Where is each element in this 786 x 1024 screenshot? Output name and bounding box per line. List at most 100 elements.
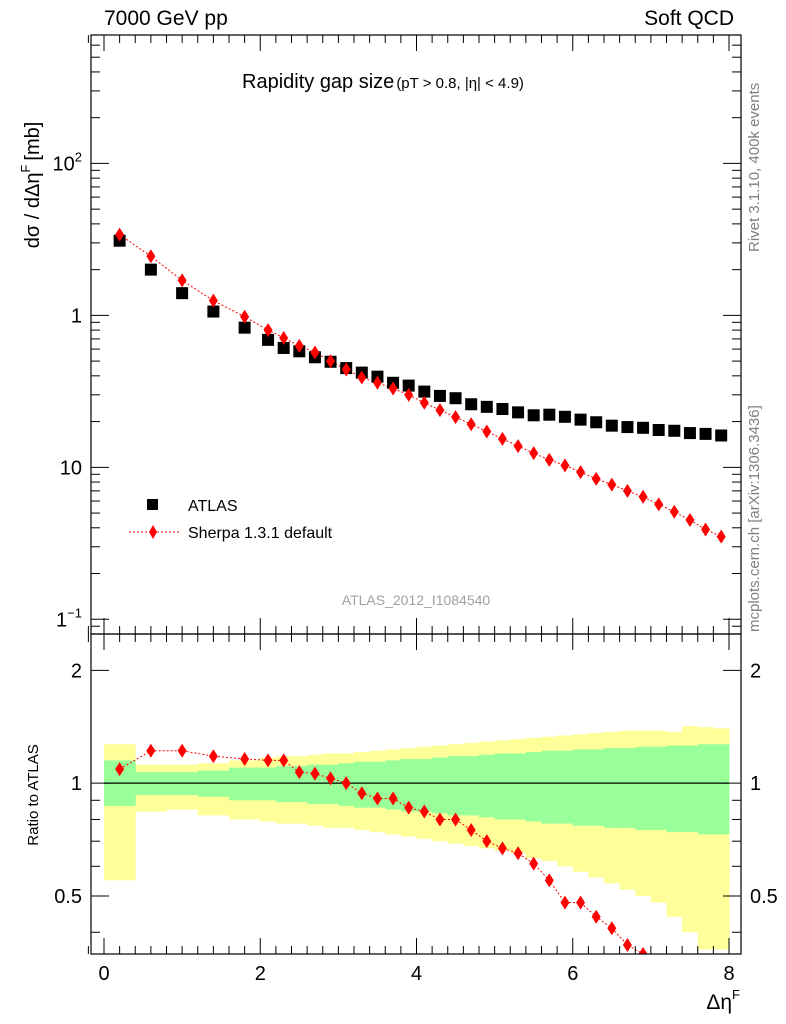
x-label-text: Δη <box>706 991 732 1014</box>
plot-title-main: Rapidity gap size <box>242 71 394 93</box>
ratio-y-tick-label-left: 1 <box>71 773 82 795</box>
uncertainty-band-inner <box>416 758 433 812</box>
atlas-data-point <box>621 421 634 434</box>
y-tick-label-exponent: −1 <box>67 605 82 620</box>
main-plot-frame <box>90 34 742 635</box>
sherpa-data-point <box>177 273 187 288</box>
ratio-plot-panel: 2 2 1 1 0.5 0.5 0 2 4 6 8 Ratio to ATLAS ΔηF <box>25 633 778 1014</box>
ratio-y-tick-label-right: 1 <box>750 773 761 795</box>
y-tick-label-base: 1 <box>56 609 67 631</box>
sherpa-data-point <box>310 345 320 360</box>
plot-title-sub: (pT > 0.8, |η| < 4.9) <box>396 75 524 92</box>
ratio-sherpa-point <box>482 834 492 849</box>
uncertainty-band-inner <box>385 760 402 810</box>
ratio-sherpa-point <box>560 895 570 910</box>
ratio-sherpa-point <box>513 846 523 861</box>
atlas-data-point <box>480 400 493 413</box>
ratio-sherpa-point <box>638 947 648 954</box>
uncertainty-band-inner <box>369 761 386 808</box>
uncertainty-band-inner <box>525 752 542 822</box>
atlas-data-point <box>668 424 681 437</box>
ratio-y-tick-label-right: 0.5 <box>750 886 778 908</box>
uncertainty-band-inner <box>275 766 292 803</box>
sherpa-data-point <box>529 446 539 461</box>
ratio-sherpa-point <box>263 753 273 768</box>
ratio-plot-ticks: 2 2 1 1 0.5 0.5 0 2 4 6 8 <box>54 634 778 985</box>
uncertainty-band-inner <box>697 744 714 835</box>
ratio-sherpa-point <box>240 751 250 766</box>
header-category-label: Soft QCD <box>644 7 734 30</box>
sherpa-data-point <box>240 309 250 324</box>
ratio-sherpa-point <box>670 978 679 992</box>
y-tick-label-base: 1 <box>71 305 82 327</box>
x-tick-label: 2 <box>255 963 266 985</box>
y-tick-label-base: 10 <box>60 457 82 479</box>
header-process-label: 7000 GeV pp <box>104 7 228 30</box>
plot-title: Rapidity gap size (pT > 0.8, |η| < 4.9) <box>242 71 524 93</box>
analysis-id-label: ATLAS_2012_I1084540 <box>342 592 491 608</box>
uncertainty-band-inner <box>541 750 558 824</box>
y-tick-label: 1−1 <box>56 605 82 631</box>
ratio-y-tick-label-left: 0.5 <box>54 886 82 908</box>
atlas-data-point <box>590 416 603 429</box>
sherpa-data-point <box>482 424 492 439</box>
uncertainty-band-inner <box>494 753 511 820</box>
uncertainty-band-inner <box>713 744 730 835</box>
atlas-data-point <box>605 419 618 432</box>
ratio-plot-data <box>104 726 730 992</box>
uncertainty-band-inner <box>463 756 480 816</box>
sherpa-data-point <box>279 330 289 345</box>
sherpa-data-point <box>404 387 414 402</box>
atlas-data-point <box>262 333 275 346</box>
sherpa-data-point <box>146 249 156 264</box>
sherpa-data-point <box>497 431 507 446</box>
atlas-data-point <box>207 305 220 318</box>
uncertainty-band-inner <box>510 753 527 820</box>
sherpa-data-point <box>419 395 429 410</box>
uncertainty-band-inner <box>447 756 464 816</box>
ratio-sherpa-point <box>341 776 351 791</box>
ratio-sherpa-point <box>435 812 445 827</box>
x-tick-label: 4 <box>411 963 422 985</box>
y-label-text: dσ / dΔη <box>22 173 44 249</box>
legend-atlas-label: ATLAS <box>188 498 238 515</box>
uncertainty-band-inner <box>229 767 261 801</box>
uncertainty-band-inner <box>666 745 683 833</box>
atlas-data-point <box>176 287 189 300</box>
sherpa-data-point <box>716 529 726 544</box>
legend-atlas-marker <box>147 499 158 510</box>
atlas-data-point <box>449 392 462 405</box>
y-tick-label: 10 <box>60 457 82 479</box>
ratio-sherpa-point <box>451 812 461 827</box>
sherpa-data-point <box>513 439 523 454</box>
ratio-sherpa-curve <box>119 750 644 954</box>
x-tick-label: 0 <box>98 963 109 985</box>
atlas-data-point <box>238 321 251 334</box>
sherpa-data-point <box>208 293 218 308</box>
ratio-sherpa-point <box>115 762 125 777</box>
uncertainty-band-inner <box>650 746 667 830</box>
atlas-data-point <box>418 385 431 398</box>
y-label-unit: [mb] <box>22 122 44 161</box>
ratio-sherpa-group <box>115 743 679 992</box>
uncertainty-band-inner <box>400 758 417 812</box>
ratio-sherpa-point <box>146 743 156 758</box>
ratio-sherpa-point <box>591 909 601 924</box>
atlas-data-point <box>433 389 446 402</box>
sherpa-data-point <box>263 323 273 338</box>
atlas-data-point <box>683 427 696 440</box>
sherpa-data-point <box>622 483 632 498</box>
uncertainty-band-inner <box>635 746 652 830</box>
ratio-sherpa-point <box>208 749 218 764</box>
atlas-data-point <box>402 379 415 392</box>
sherpa-data-point <box>701 522 711 537</box>
ratio-sherpa-point <box>607 921 617 936</box>
uncertainty-band-inner <box>557 750 574 824</box>
ratio-sherpa-point <box>279 753 289 768</box>
sherpa-data-point <box>294 338 304 353</box>
sherpa-data-point <box>638 489 648 504</box>
y-tick-label-base: 10 <box>53 153 75 175</box>
ratio-sherpa-point <box>310 766 320 781</box>
sherpa-data-point <box>544 452 554 467</box>
